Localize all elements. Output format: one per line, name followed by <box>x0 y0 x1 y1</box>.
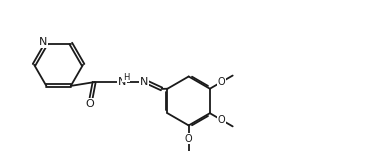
Text: O: O <box>185 134 192 144</box>
Text: N: N <box>118 77 126 87</box>
Text: H: H <box>123 73 129 82</box>
Text: O: O <box>218 77 225 87</box>
Text: O: O <box>218 115 225 125</box>
Text: N: N <box>140 77 148 87</box>
Text: O: O <box>85 99 94 109</box>
Text: N: N <box>38 37 47 47</box>
